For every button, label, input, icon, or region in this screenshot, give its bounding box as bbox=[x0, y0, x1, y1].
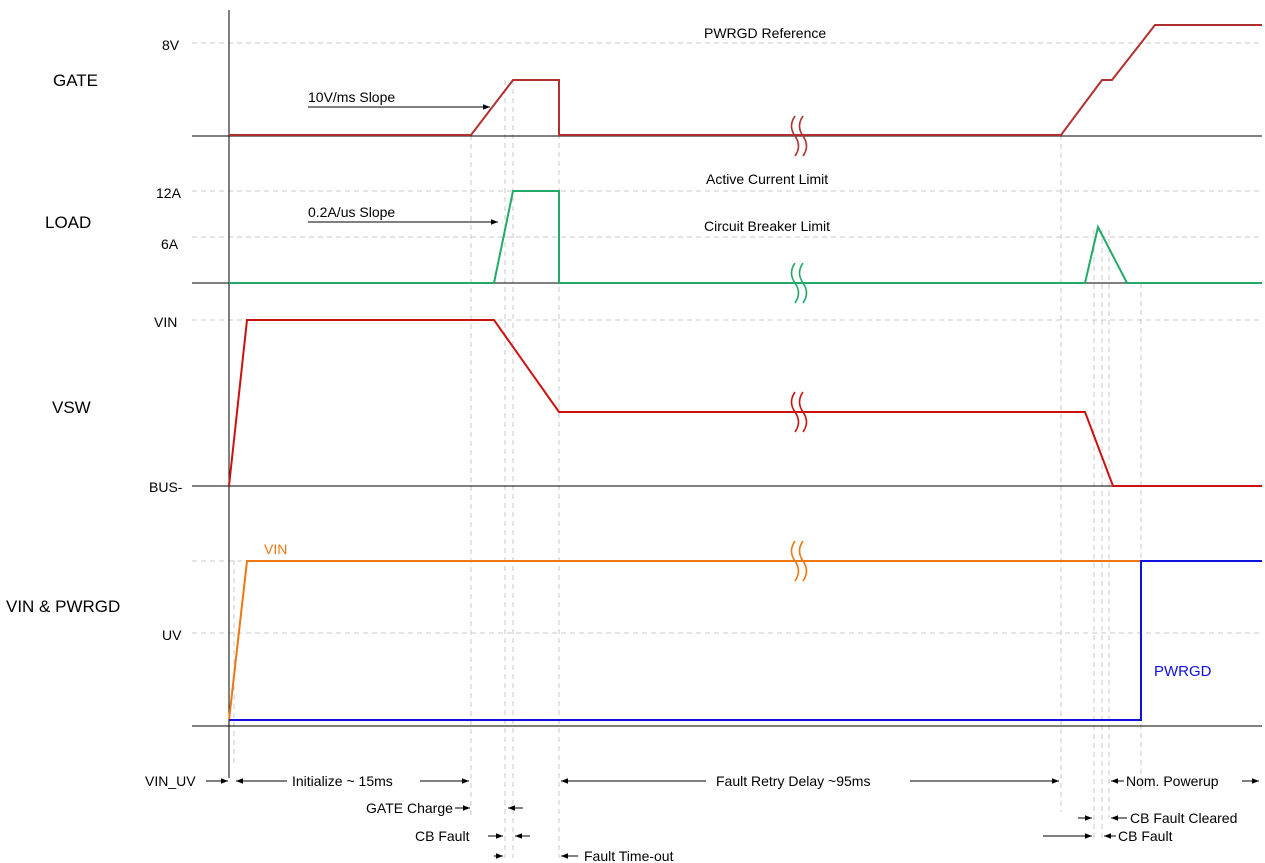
nom-powerup-timing-label: Nom. Powerup bbox=[1126, 773, 1219, 789]
gate-trace bbox=[229, 24, 1262, 136]
cb-fault-1-timing-label: CB Fault bbox=[415, 828, 470, 844]
vsw-row-label: VSW bbox=[52, 398, 91, 417]
load-6a-label: 6A bbox=[161, 236, 179, 252]
vertical-event-lines bbox=[233, 80, 1142, 858]
vin-trace-label: VIN bbox=[264, 541, 287, 557]
vsw-time-break bbox=[790, 391, 808, 433]
vsw-vin-level-label: VIN bbox=[154, 314, 177, 330]
vin-pwrgd-row-label: VIN & PWRGD bbox=[6, 597, 120, 616]
pwrgd-trace bbox=[229, 560, 1262, 721]
vsw-trace bbox=[228, 319, 1262, 487]
initialize-timing-label: Initialize ~ 15ms bbox=[292, 773, 393, 789]
load-trace bbox=[229, 190, 1262, 284]
active-current-limit-label: Active Current Limit bbox=[706, 171, 828, 187]
uv-level-label: UV bbox=[162, 627, 182, 643]
time-break-symbols bbox=[790, 115, 808, 582]
vin-time-break bbox=[790, 540, 808, 582]
vin-trace bbox=[228, 560, 1141, 721]
fault-retry-timing-label: Fault Retry Delay ~95ms bbox=[716, 773, 870, 789]
gate-charge-timing-label: GATE Charge bbox=[366, 800, 453, 816]
gate-time-break bbox=[790, 115, 808, 157]
load-time-break bbox=[790, 262, 808, 304]
pwrgd-trace-label: PWRGD bbox=[1154, 663, 1212, 680]
pwrgd-reference-label: PWRGD Reference bbox=[704, 25, 826, 41]
gate-8v-label: 8V bbox=[162, 37, 180, 53]
gate-row-label: GATE bbox=[53, 71, 98, 90]
timing-row-2: GATE Charge CB Fault Cleared bbox=[366, 800, 1237, 826]
gate-slope-label: 10V/ms Slope bbox=[308, 89, 395, 105]
circuit-breaker-limit-label: Circuit Breaker Limit bbox=[704, 218, 830, 234]
timing-row-4: Fault Time-out bbox=[494, 848, 674, 863]
timing-row-1: VIN_UV Initialize ~ 15ms Fault Retry Del… bbox=[145, 773, 1259, 789]
cb-fault-cleared-timing-label: CB Fault Cleared bbox=[1130, 810, 1237, 826]
vsw-bus-level-label: BUS- bbox=[149, 479, 183, 495]
load-12a-label: 12A bbox=[156, 185, 182, 201]
load-slope-label: 0.2A/us Slope bbox=[308, 204, 395, 220]
timing-row-3: CB Fault CB Fault bbox=[415, 828, 1173, 844]
cb-fault-2-timing-label: CB Fault bbox=[1118, 828, 1173, 844]
load-row-label: LOAD bbox=[45, 213, 91, 232]
fault-timeout-timing-label: Fault Time-out bbox=[584, 848, 674, 863]
vin-uv-timing-label: VIN_UV bbox=[145, 773, 196, 789]
